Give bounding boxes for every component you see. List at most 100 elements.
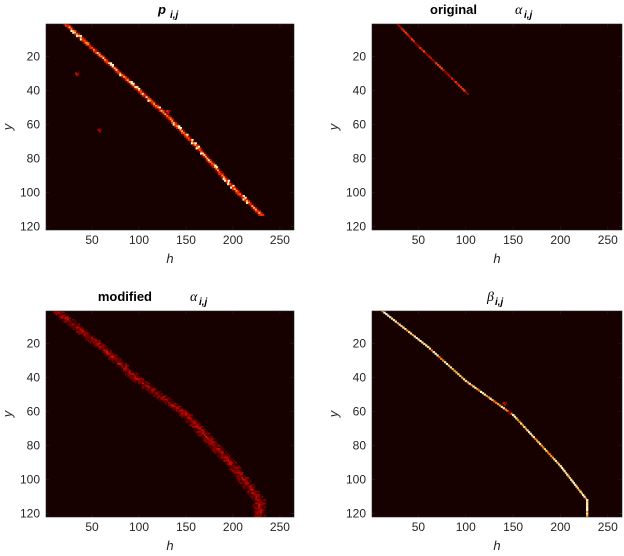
heatmap-cell — [187, 419, 191, 422]
heatmap-cell — [81, 40, 84, 43]
heatmap-cell — [92, 48, 96, 51]
heatmap-cell — [251, 203, 254, 206]
heatmap-cell — [98, 341, 101, 344]
heatmap-cell — [398, 24, 401, 27]
heatmap-cell — [225, 179, 229, 182]
heatmap-cell — [261, 495, 264, 498]
heatmap-cell — [586, 505, 589, 509]
heatmap-cell — [134, 379, 137, 383]
heatmap-cell — [435, 62, 438, 65]
heatmap-cell — [115, 70, 118, 73]
heatmap-cell — [183, 409, 186, 413]
heatmap-cell — [402, 326, 405, 329]
heatmap-cell — [171, 407, 175, 410]
heatmap-cell — [207, 436, 210, 439]
heatmap-cell — [96, 53, 100, 56]
heatmap-cell — [254, 210, 258, 213]
heatmap-cell — [246, 198, 249, 201]
heatmap-cell — [91, 46, 94, 50]
heatmap-cell — [518, 420, 521, 423]
heatmap-cell — [253, 492, 256, 495]
heatmap-cell — [215, 442, 218, 446]
heatmap-cell — [203, 437, 206, 440]
heatmap-cell — [87, 332, 90, 335]
heatmap-cell — [74, 322, 77, 325]
heatmap-cell — [249, 485, 252, 488]
heatmap-cell — [258, 514, 261, 517]
heatmap-cell — [187, 420, 190, 423]
heatmap-cell — [523, 425, 526, 429]
heatmap-cell — [162, 396, 165, 399]
heatmap-cell — [89, 341, 92, 344]
y-tick-label: 80 — [27, 151, 41, 165]
heatmap-cell — [223, 459, 226, 463]
heatmap-cell — [218, 448, 221, 451]
y-tick-label: 100 — [346, 473, 366, 487]
heatmap-cell — [254, 208, 258, 211]
heatmap-cell — [123, 75, 126, 79]
heatmap-cell — [68, 26, 71, 29]
heatmap-cell — [236, 468, 239, 471]
heatmap-cell — [212, 166, 215, 169]
heatmap-cell — [258, 505, 261, 509]
heatmap-cell — [512, 414, 515, 417]
heatmap-cell — [387, 314, 390, 317]
heatmap-cell — [147, 386, 150, 389]
heatmap-cell — [406, 33, 409, 36]
heatmap-cell — [169, 118, 172, 121]
heatmap-cell — [468, 382, 471, 385]
heatmap-cell — [160, 393, 163, 396]
heatmap-cell — [138, 87, 141, 90]
heatmap-cell — [115, 361, 118, 364]
heatmap-cell — [143, 384, 146, 387]
heatmap-cell — [138, 384, 141, 387]
heatmap-cell — [196, 432, 199, 435]
axes-frame — [45, 23, 295, 231]
heatmap-cell — [578, 488, 581, 492]
heatmap-cell — [158, 108, 162, 111]
heatmap-cell — [59, 311, 62, 314]
heatmap-cell — [178, 125, 181, 128]
heatmap-cell — [222, 453, 226, 456]
heatmap-cell — [81, 328, 84, 331]
heatmap-cell — [479, 390, 483, 393]
heatmap-cell — [221, 459, 224, 463]
heatmap-cell — [230, 186, 233, 189]
heatmap-cell — [79, 331, 83, 334]
heatmap-cell — [185, 420, 188, 423]
heatmap-cell — [262, 213, 265, 216]
heatmap-cell — [240, 193, 244, 196]
heatmap-cell — [79, 35, 83, 38]
heatmap-cell — [205, 436, 208, 439]
heatmap-cell — [76, 326, 79, 329]
heatmap-cell — [179, 409, 182, 413]
heatmap-cell — [87, 43, 90, 46]
heatmap-cell — [213, 166, 217, 169]
heatmap-cell — [119, 357, 122, 360]
x-tick-label: 250 — [270, 233, 290, 247]
heatmap-cell — [226, 456, 229, 459]
heatmap-cell — [214, 164, 217, 167]
heatmap-cell — [255, 207, 258, 210]
heatmap-cell — [260, 504, 263, 507]
heatmap-cell — [234, 475, 237, 478]
heatmap-cell — [61, 319, 64, 322]
heatmap-cells — [396, 24, 469, 96]
heatmap-cell — [207, 432, 211, 435]
heatmap-cell — [425, 344, 428, 347]
heatmap-cell — [250, 488, 253, 492]
heatmap-cell — [117, 366, 120, 369]
heatmap-cell — [184, 135, 187, 138]
heatmap-cell — [252, 516, 255, 517]
heatmap-cell — [68, 322, 71, 325]
heatmap-cells — [53, 311, 267, 517]
heatmap-cell — [445, 362, 449, 366]
heatmap-cell — [64, 320, 68, 323]
heatmap-cell — [89, 338, 92, 341]
heatmap-cell — [141, 385, 145, 388]
heatmap-cell — [154, 388, 158, 391]
heatmap-cell — [98, 55, 101, 58]
heatmap-cell — [236, 478, 240, 481]
heatmap-cell — [184, 417, 187, 420]
heatmap-cell — [236, 475, 239, 478]
